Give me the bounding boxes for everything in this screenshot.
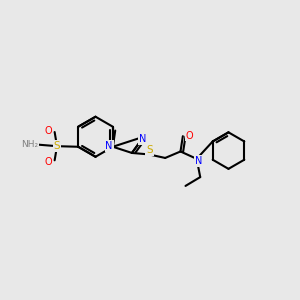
Text: O: O	[185, 130, 193, 141]
Text: S: S	[146, 145, 153, 155]
Text: S: S	[54, 141, 60, 151]
Text: N: N	[139, 134, 146, 144]
Text: N: N	[195, 156, 202, 166]
Text: O: O	[44, 126, 52, 136]
Text: NH₂: NH₂	[21, 140, 38, 148]
Text: N: N	[105, 141, 113, 151]
Text: O: O	[44, 157, 52, 167]
